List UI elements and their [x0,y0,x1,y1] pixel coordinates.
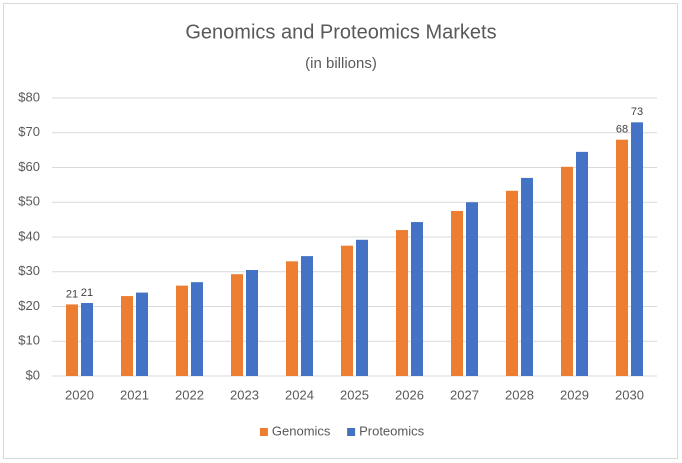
legend-label: Genomics [272,423,331,438]
x-tick-label: 2026 [395,387,424,402]
legend-label: Proteomics [359,423,425,438]
bar [191,282,203,376]
chart-subtitle: (in billions) [305,55,377,72]
bar [521,177,533,376]
y-tick-label: $80 [18,89,40,104]
bar [396,230,408,376]
bar [411,222,423,376]
bar [576,151,588,376]
x-tick-label: 2030 [615,387,644,402]
x-tick-label: 2020 [65,387,94,402]
x-tick-label: 2028 [505,387,534,402]
bar [451,210,463,376]
y-tick-label: $30 [18,263,40,278]
y-tick-label: $70 [18,124,40,139]
x-tick-label: 2021 [120,387,149,402]
bar [136,292,148,376]
x-tick-label: 2029 [560,387,589,402]
data-label: 21 [81,287,93,299]
bar [81,303,93,376]
data-label: 21 [66,288,78,300]
bar [66,304,78,376]
y-tick-label: $60 [18,159,40,174]
bar [356,239,368,376]
legend-swatch [259,428,268,436]
bar [616,139,628,376]
bar [286,261,298,376]
bar [561,166,573,376]
bar [301,256,313,376]
x-tick-label: 2027 [450,387,479,402]
bar [246,270,258,376]
bar [231,274,243,376]
bar [341,245,353,376]
chart-title: Genomics and Proteomics Markets [185,21,496,43]
x-tick-label: 2023 [230,387,259,402]
data-label: 73 [631,106,643,118]
y-tick-label: $50 [18,194,40,209]
bar [176,285,188,376]
bar [631,122,643,376]
y-tick-label: $40 [18,228,40,243]
x-tick-label: 2022 [175,387,204,402]
x-tick-label: 2025 [340,387,369,402]
bar [121,296,133,376]
y-tick-label: $10 [18,333,40,348]
x-tick-label: 2024 [285,387,314,402]
y-tick-label: $0 [26,367,40,382]
bar [466,202,478,376]
bar [506,190,518,376]
y-tick-label: $20 [18,298,40,313]
legend-swatch [347,428,356,436]
data-label: 68 [616,124,628,136]
